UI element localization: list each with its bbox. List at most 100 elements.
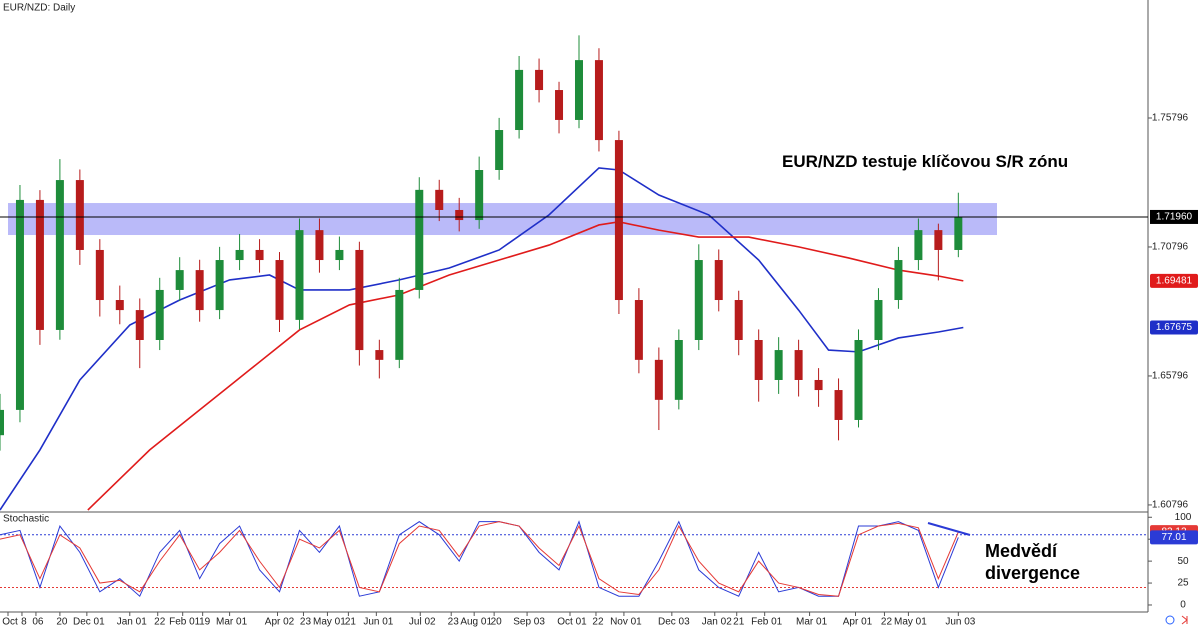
price-marker-label: 77.01 (1161, 532, 1186, 543)
candle-body (455, 209, 464, 221)
price-marker-label: 1.67675 (1156, 322, 1193, 333)
x-tick-label: 22 (881, 617, 893, 628)
x-tick-label: 21 (345, 617, 357, 628)
candle-body (475, 170, 484, 221)
pane-title-bg (1, 513, 39, 525)
candle-body (734, 300, 743, 340)
x-tick-label: Jan 01 (117, 617, 147, 628)
x-tick-label: Aug 01 (460, 617, 492, 628)
candle-body (674, 340, 683, 400)
candle-body (515, 69, 524, 131)
candle-body (555, 90, 564, 120)
candle-body (814, 379, 823, 391)
candle-body (834, 390, 843, 420)
candle-body (335, 249, 344, 261)
y-tick-label: 25 (1177, 578, 1189, 589)
candle-body (614, 140, 623, 301)
chart-title: EUR/NZD: Daily (3, 3, 75, 14)
x-tick-label: 20 (491, 617, 503, 628)
x-tick-label: 19 (199, 617, 211, 628)
x-tick-label: Oct (2, 617, 18, 628)
annotation: EUR/NZD testuje klíčovou S/R zónu (782, 152, 1069, 171)
candle-body (55, 180, 64, 330)
candle-body (934, 230, 943, 250)
candle-body (754, 340, 763, 380)
price-marker-label: 1.71960 (1156, 212, 1193, 223)
x-tick-label: Jun 03 (945, 617, 975, 628)
candle-body (315, 230, 324, 261)
x-tick-label: May 01 (313, 617, 346, 628)
y-tick-label: 1.75796 (1152, 113, 1189, 124)
icon[interactable] (1181, 615, 1188, 625)
x-tick-label: Sep 03 (513, 617, 545, 628)
candle-body (714, 260, 723, 301)
candle-body (694, 260, 703, 340)
candle-body (375, 350, 384, 360)
candle-body (774, 350, 783, 380)
candle-body (654, 359, 663, 400)
x-tick-label: Jan 02 (702, 617, 732, 628)
x-tick-label: Apr 01 (843, 617, 873, 628)
price-marker-box (1150, 320, 1198, 335)
candle-body (894, 260, 903, 301)
candle-body (35, 199, 44, 330)
corner-icons[interactable] (1165, 615, 1188, 625)
candle-body (634, 300, 643, 360)
y-tick-label: 1.60796 (1152, 500, 1189, 511)
y-tick-label: 100 (1175, 512, 1192, 523)
x-tick-label: Apr 02 (265, 617, 295, 628)
candle-body (854, 340, 863, 420)
candle-body (535, 69, 544, 91)
candle-body (794, 350, 803, 380)
candle-body (135, 310, 144, 340)
x-tick-label: Dec 01 (73, 617, 105, 628)
x-tick-label: 8 (21, 617, 27, 628)
x-tick-label: Oct 01 (557, 617, 587, 628)
candle-body (195, 270, 204, 311)
y-tick-label: 1.70796 (1152, 242, 1189, 253)
x-tick-label: 21 (733, 617, 745, 628)
candle-body (215, 260, 224, 311)
moving-average (87, 221, 964, 511)
y-tick-label: 1.65796 (1152, 371, 1189, 382)
candle-body (95, 249, 104, 301)
divergence-line (927, 522, 971, 536)
candle-body (175, 270, 184, 290)
sr-zone (8, 203, 997, 236)
x-tick-label: Jun 01 (363, 617, 393, 628)
candle-body (75, 180, 84, 250)
candle-body (255, 249, 264, 261)
candle-body (594, 60, 603, 141)
candle-body (415, 189, 424, 290)
candle-body (275, 260, 284, 320)
annotation: Medvědí divergence (985, 541, 1081, 583)
candle-body (495, 130, 504, 170)
candle-body (914, 230, 923, 261)
price-marker-box (1150, 530, 1198, 545)
x-tick-label: Feb 01 (751, 617, 783, 628)
x-tick-label: 06 (32, 617, 44, 628)
x-tick-label: Dec 03 (658, 617, 690, 628)
candle-body (954, 216, 963, 250)
stochastic-line (0, 521, 959, 597)
candle-body (155, 289, 164, 340)
title-bg (1, 1, 63, 14)
x-tick-label: 22 (154, 617, 166, 628)
x-tick-label: Mar 01 (216, 617, 248, 628)
x-tick-label: Nov 01 (610, 617, 642, 628)
x-tick-label: May 01 (894, 617, 927, 628)
icon[interactable] (1165, 615, 1175, 625)
price-marker-box (1150, 273, 1198, 288)
x-tick-label: Mar 01 (796, 617, 828, 628)
candle-body (395, 289, 404, 360)
y-tick-label: 0 (1180, 600, 1186, 611)
candle-body (235, 249, 244, 261)
x-tick-label: 23 (300, 617, 312, 628)
x-tick-label: 23 (448, 617, 460, 628)
x-tick-label: 20 (56, 617, 68, 628)
candle-body (874, 300, 883, 340)
y-tick-label: 50 (1177, 556, 1189, 567)
candle-body (355, 249, 364, 351)
